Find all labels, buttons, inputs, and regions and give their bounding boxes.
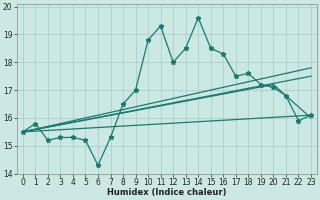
X-axis label: Humidex (Indice chaleur): Humidex (Indice chaleur) [107, 188, 227, 197]
